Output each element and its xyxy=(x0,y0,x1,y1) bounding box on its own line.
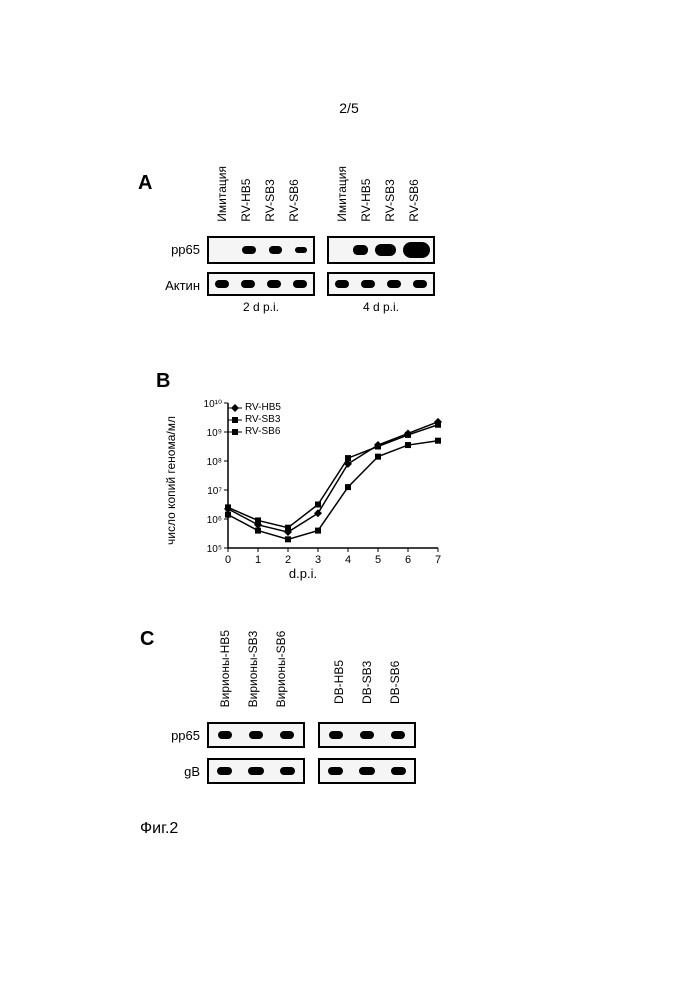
panelA-pp65-right xyxy=(327,236,435,264)
legend-label: RV-SB3 xyxy=(245,414,280,426)
panelC-pp65-left xyxy=(207,722,305,748)
band xyxy=(269,246,282,253)
band xyxy=(217,767,232,776)
lane-label: DB-HB5 xyxy=(332,660,346,704)
band xyxy=(280,731,294,739)
svg-text:10⁶: 10⁶ xyxy=(207,515,222,526)
band xyxy=(413,280,427,288)
lane-label: Имитация xyxy=(215,166,229,222)
svg-text:4: 4 xyxy=(345,554,351,566)
panel-b-letter: B xyxy=(156,370,170,393)
legend-item: RV-HB5 xyxy=(228,402,281,414)
lane-label: RV-SB6 xyxy=(407,166,421,222)
band xyxy=(403,242,430,259)
lane-label: RV-SB3 xyxy=(263,166,277,222)
chart-svg: 0 1 2 3 4 5 6 7 10⁵ 10⁶ 10⁷ 10⁸ 10⁹ 10¹⁰ xyxy=(188,398,448,578)
panel-a-letter: A xyxy=(138,172,152,195)
band xyxy=(360,731,374,739)
svg-text:0: 0 xyxy=(225,554,231,566)
figure-label: Фиг.2 xyxy=(140,820,178,838)
svg-text:10⁷: 10⁷ xyxy=(207,486,222,497)
band xyxy=(280,767,295,776)
band xyxy=(293,280,307,288)
lane-label: DB-SB3 xyxy=(360,660,374,704)
panelC-pp65-right xyxy=(318,722,416,748)
panelA-actin-right xyxy=(327,272,435,296)
band xyxy=(242,246,256,254)
band xyxy=(329,731,343,739)
band xyxy=(391,731,405,739)
panelC-lanes-left: Вирионы-HB5 Вирионы-SB3 Вирионы-SB6 xyxy=(218,630,288,707)
band xyxy=(215,280,229,288)
svg-text:10⁵: 10⁵ xyxy=(207,544,222,555)
svg-text:10⁹: 10⁹ xyxy=(207,428,222,439)
lane-label: Имитация xyxy=(335,166,349,222)
panelC-gB-right xyxy=(318,758,416,784)
y-axis-label: число копий генома/мл xyxy=(164,406,178,556)
panelA-lanes-right: Имитация RV-HB5 RV-SB3 RV-SB6 xyxy=(335,166,421,222)
svg-text:7: 7 xyxy=(435,554,441,566)
panelC-lanes-right: DB-HB5 DB-SB3 DB-SB6 xyxy=(332,660,402,704)
page-number: 2/5 xyxy=(0,100,698,116)
legend-item: RV-SB6 xyxy=(228,426,281,438)
panelA-lanes-left: Имитация RV-HB5 RV-SB3 RV-SB6 xyxy=(215,166,301,222)
band xyxy=(361,280,375,288)
panelA-time-left: 2 d p.i. xyxy=(207,300,315,314)
panelC-row-pp65: pp65 xyxy=(150,728,200,743)
band xyxy=(335,280,349,288)
svg-text:1: 1 xyxy=(255,554,261,566)
panelA-actin-left xyxy=(207,272,315,296)
legend-label: RV-HB5 xyxy=(245,402,281,414)
band xyxy=(359,767,374,776)
band xyxy=(215,249,229,251)
lane-label: Вирионы-SB6 xyxy=(274,630,288,707)
panelA-row-actin: Актин xyxy=(150,278,200,293)
chart-legend: RV-HB5 RV-SB3 RV-SB6 xyxy=(228,402,281,438)
lane-label: RV-SB3 xyxy=(383,166,397,222)
svg-text:5: 5 xyxy=(375,554,381,566)
band xyxy=(248,767,263,776)
lane-label: RV-HB5 xyxy=(359,166,373,222)
svg-text:6: 6 xyxy=(405,554,411,566)
lane-label: RV-HB5 xyxy=(239,166,253,222)
svg-text:10¹⁰: 10¹⁰ xyxy=(204,399,222,410)
panelA-row-pp65: pp65 xyxy=(150,242,200,257)
lane-label: RV-SB6 xyxy=(287,166,301,222)
panelA-pp65-left xyxy=(207,236,315,264)
band xyxy=(249,731,263,739)
band xyxy=(387,280,401,288)
band xyxy=(332,249,346,251)
x-axis-label: d.p.i. xyxy=(188,566,418,581)
legend-label: RV-SB6 xyxy=(245,426,280,438)
band xyxy=(267,280,281,288)
panelC-gB-left xyxy=(207,758,305,784)
band xyxy=(218,731,232,739)
lane-label: Вирионы-HB5 xyxy=(218,630,232,707)
band xyxy=(375,244,396,257)
svg-text:2: 2 xyxy=(285,554,291,566)
band xyxy=(295,247,307,254)
panel-c-letter: C xyxy=(140,628,154,651)
svg-text:3: 3 xyxy=(315,554,321,566)
svg-text:10⁸: 10⁸ xyxy=(207,457,222,468)
legend-item: RV-SB3 xyxy=(228,414,281,426)
lane-label: DB-SB6 xyxy=(388,660,402,704)
lane-label: Вирионы-SB3 xyxy=(246,630,260,707)
panelB-chart: число копий генома/мл 0123456710⁵10⁶10⁷1… xyxy=(170,398,450,598)
band xyxy=(353,245,369,254)
panelA-time-right: 4 d p.i. xyxy=(327,300,435,314)
panelC-row-gB: gB xyxy=(150,764,200,779)
band xyxy=(241,280,255,288)
band xyxy=(328,767,343,776)
band xyxy=(391,767,406,776)
